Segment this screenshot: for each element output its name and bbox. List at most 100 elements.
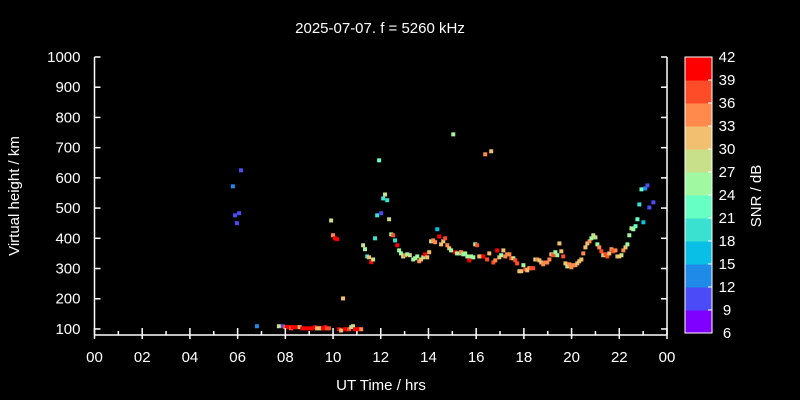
data-point [491, 260, 496, 265]
data-point [593, 235, 598, 240]
data-point [579, 257, 584, 262]
x-tick-label: 04 [182, 349, 199, 366]
data-point [295, 325, 300, 330]
data-point [437, 234, 442, 239]
data-point [611, 249, 616, 254]
data-point [373, 236, 378, 241]
data-point [405, 252, 410, 257]
data-point [559, 249, 564, 254]
data-point [571, 263, 576, 268]
data-point [326, 326, 331, 331]
data-point [381, 196, 386, 201]
colorbar-tick-label: 24 [719, 187, 736, 204]
y-tick-label: 300 [55, 261, 80, 278]
colorbar-segment [685, 287, 712, 311]
data-point [651, 200, 656, 205]
data-point [521, 263, 526, 268]
data-point [361, 243, 366, 248]
data-point [471, 255, 476, 260]
axes: 00 02 04 06 08 10 12 14 16 18 20 22 00 100 200 300 400 50… [47, 49, 675, 366]
data-point [553, 250, 558, 255]
data-point [643, 186, 648, 191]
data-point [393, 238, 398, 243]
data-point [515, 261, 520, 266]
data-point [551, 253, 556, 258]
data-point [535, 257, 540, 262]
x-tick-label: 10 [325, 349, 342, 366]
data-point [316, 326, 321, 331]
data-point [565, 264, 570, 269]
colorbar-segment [685, 80, 712, 104]
data-point [254, 324, 259, 329]
y-tick-label: 500 [55, 200, 80, 217]
data-point [601, 253, 606, 258]
data-point [300, 326, 305, 331]
data-point [607, 251, 612, 256]
data-point [375, 213, 380, 218]
data-point [567, 262, 572, 267]
data-point [513, 258, 518, 263]
data-points [230, 132, 656, 333]
data-point [525, 268, 530, 273]
data-point [487, 251, 492, 256]
data-point [531, 266, 536, 271]
data-point [581, 251, 586, 256]
data-point [331, 233, 336, 238]
data-point [585, 241, 590, 246]
data-point [569, 265, 574, 270]
data-point [631, 227, 636, 232]
data-point [234, 221, 239, 226]
data-point [639, 187, 644, 192]
data-point [599, 249, 604, 254]
data-point [621, 248, 626, 253]
data-point [285, 325, 290, 330]
data-point [379, 211, 384, 216]
data-point [451, 132, 456, 137]
data-point [555, 253, 560, 258]
data-point [387, 217, 392, 222]
data-point [397, 248, 402, 253]
data-point [423, 252, 428, 257]
data-point [505, 252, 510, 257]
colorbar-segment [685, 195, 712, 219]
x-tick-label: 02 [134, 349, 151, 366]
colorbar-tick-label: 18 [719, 233, 736, 250]
data-point [413, 256, 418, 261]
x-tick-label: 22 [611, 349, 628, 366]
y-tick-label: 800 [55, 109, 80, 126]
x-tick-label: 16 [468, 349, 485, 366]
y-tick-label: 600 [55, 170, 80, 187]
data-point [561, 254, 566, 259]
data-point [449, 248, 454, 253]
data-point [511, 256, 516, 261]
data-point [613, 248, 618, 253]
data-point [619, 253, 624, 258]
data-point [589, 236, 594, 241]
data-point [467, 258, 472, 263]
colorbar-segment [685, 310, 712, 334]
x-axis-label: UT Time / hrs [336, 377, 426, 394]
data-point [445, 243, 450, 248]
data-point [625, 242, 630, 247]
colorbar-tick-label: 27 [719, 164, 736, 181]
colorbar-tick-label: 42 [719, 49, 736, 66]
x-tick-label: 00 [659, 349, 676, 366]
data-point [493, 258, 498, 263]
colorbar-segment [685, 264, 712, 288]
colorbar-segment [685, 241, 712, 265]
data-point [495, 248, 500, 253]
y-tick-label: 900 [55, 79, 80, 96]
data-point [433, 240, 438, 245]
data-point [507, 252, 512, 257]
data-point [419, 257, 424, 262]
data-point [503, 254, 508, 259]
data-point [497, 255, 502, 260]
data-point [341, 296, 346, 301]
data-point [369, 260, 374, 265]
data-point [645, 183, 650, 188]
data-point [545, 260, 550, 265]
x-tick-label: 14 [420, 349, 437, 366]
data-point [587, 239, 592, 244]
data-point [597, 245, 602, 250]
